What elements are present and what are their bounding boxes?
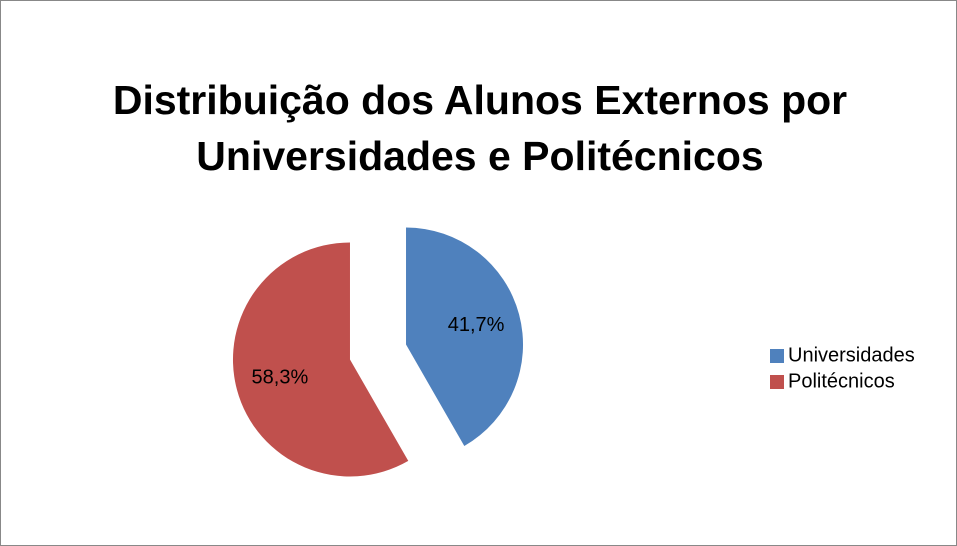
legend-label: Universidades	[788, 344, 915, 366]
chart-title: Distribuição dos Alunos Externos por Uni…	[112, 77, 848, 179]
legend-label: Politécnicos	[788, 370, 895, 392]
data-label: 41,7%	[448, 314, 505, 336]
pie-slice	[232, 242, 409, 477]
legend-swatch	[770, 349, 784, 363]
data-label: 58,3%	[252, 366, 309, 388]
pie-slice	[406, 227, 524, 446]
legend-swatch	[770, 375, 784, 389]
